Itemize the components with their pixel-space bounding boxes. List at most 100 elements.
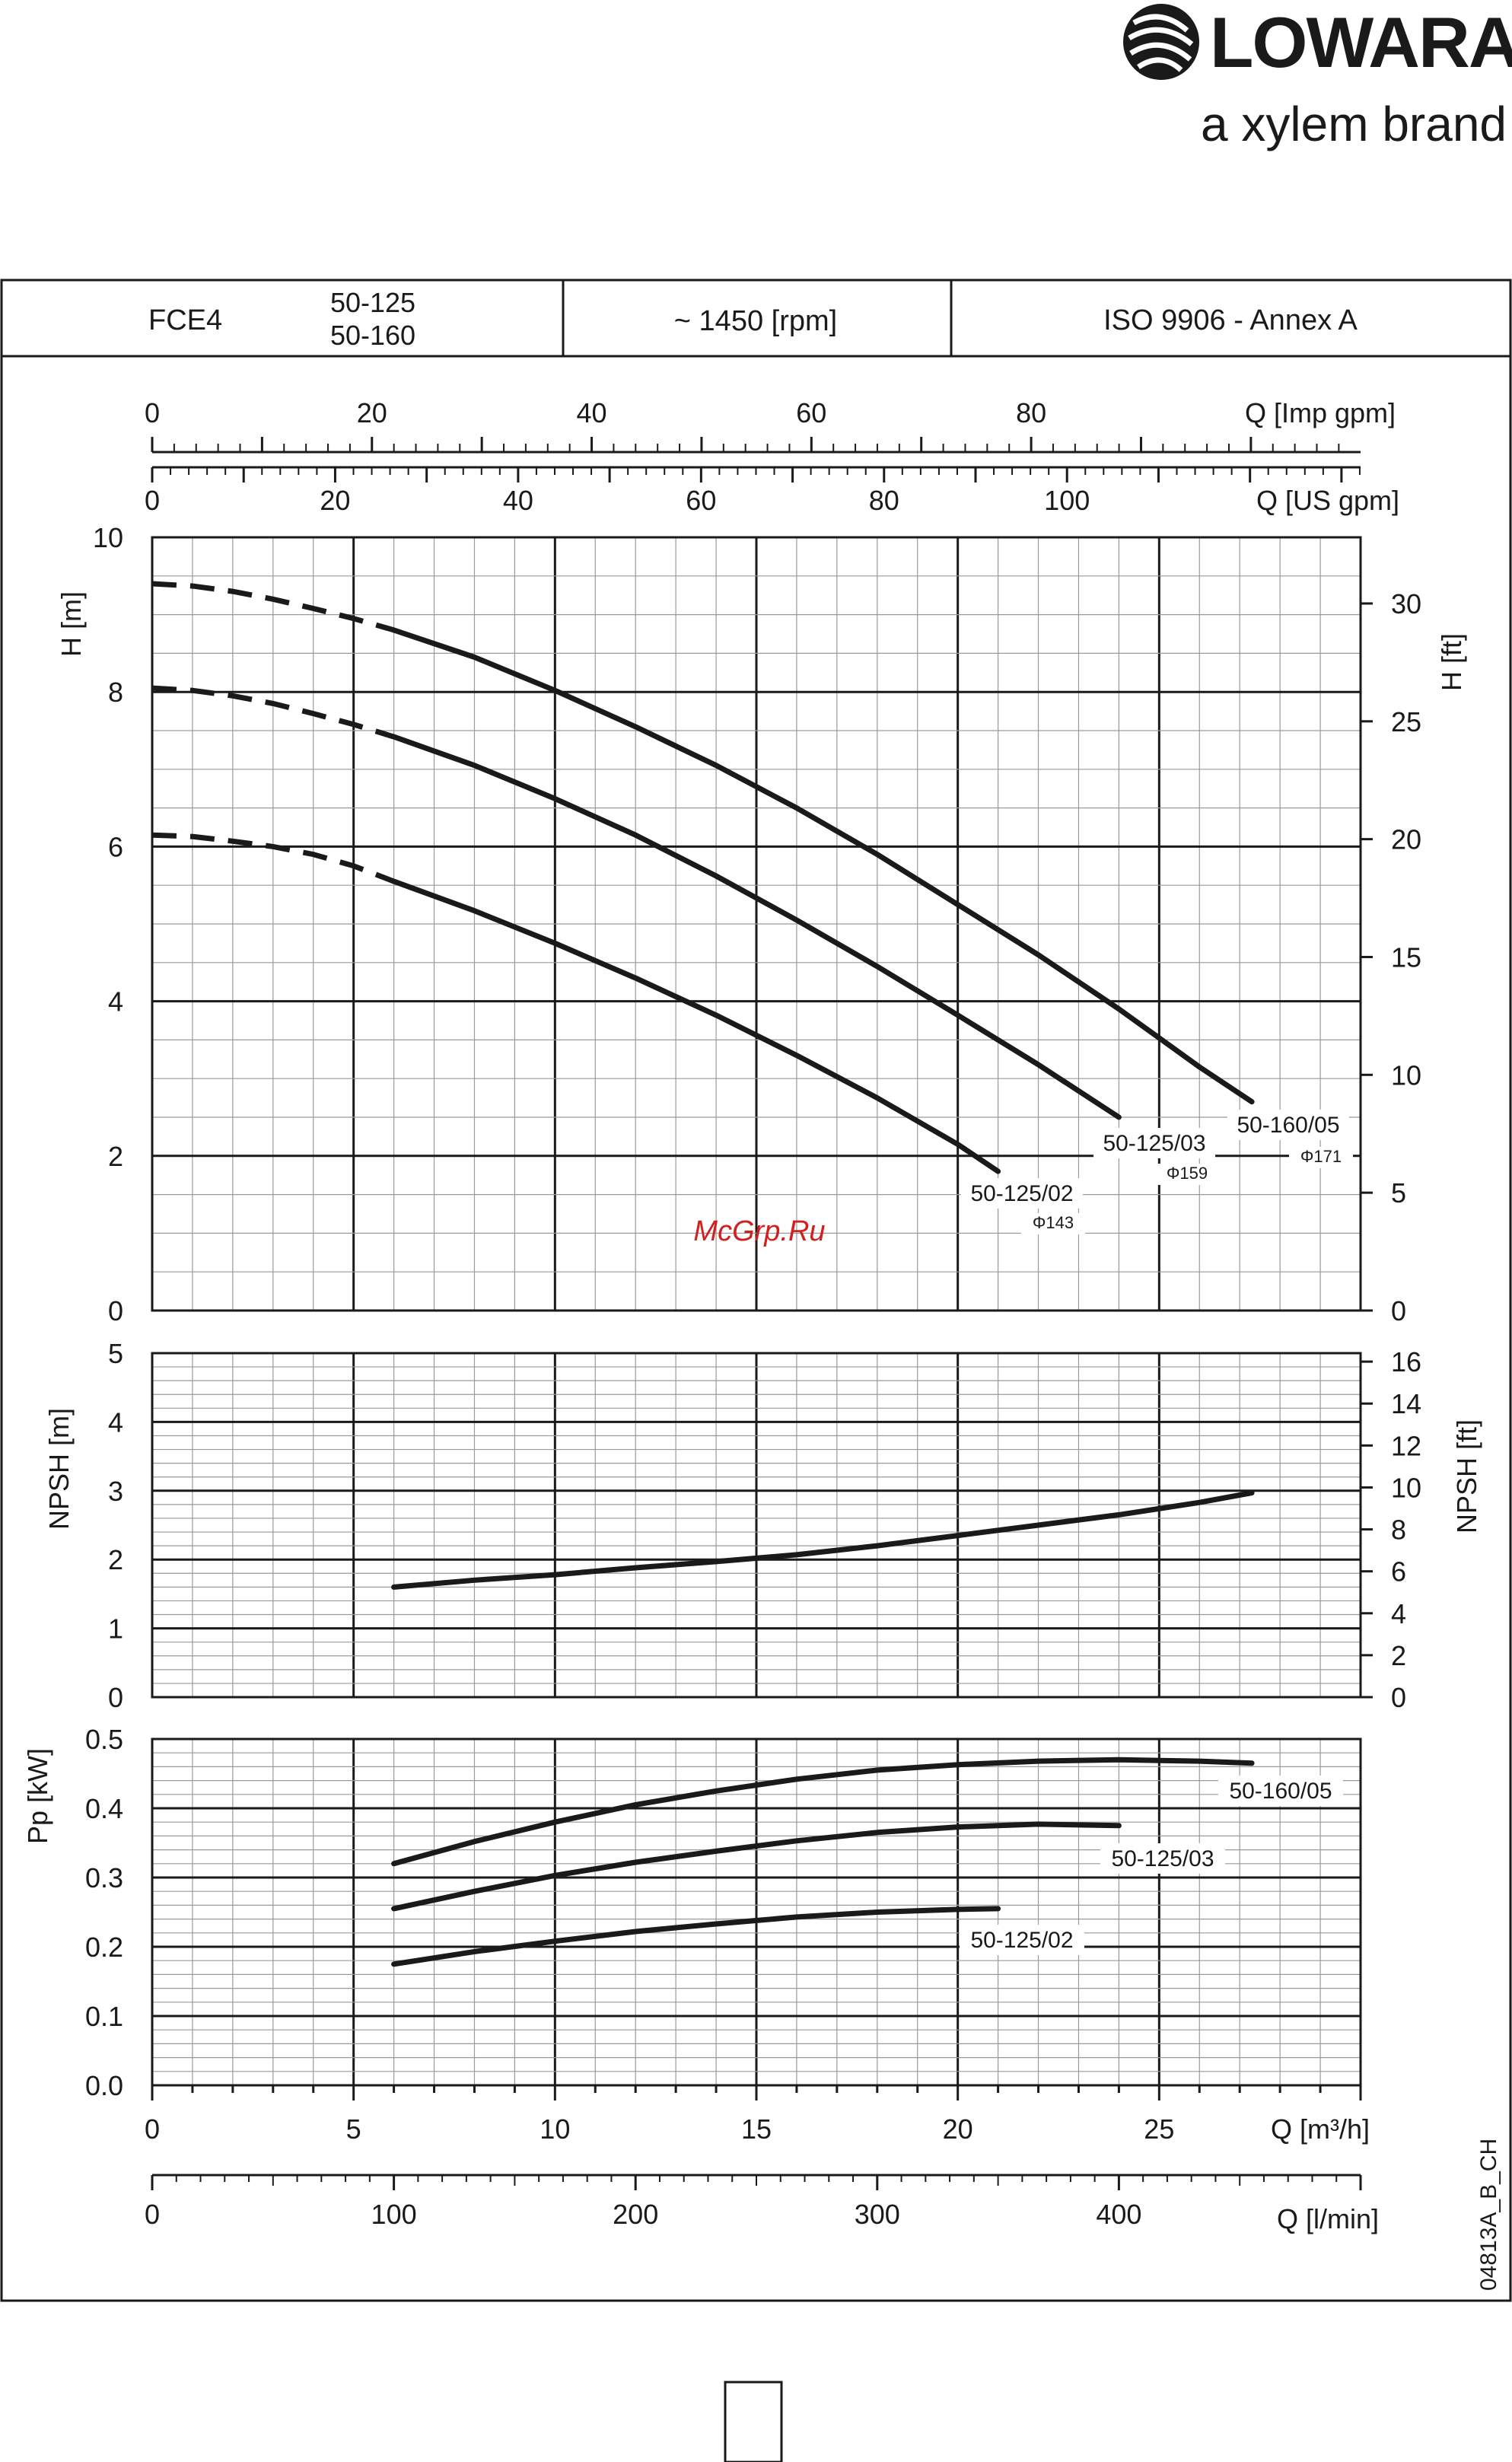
m3h-label: Q [m³/h] (1271, 2113, 1370, 2145)
curve-layer (151, 581, 1255, 1967)
head-curve-0 (391, 627, 1255, 1105)
lmin-label: Q [l/min] (1277, 2203, 1379, 2234)
header-table: FCE4 50-125 50-160 ~ 1450 [rpm] ISO 9906… (0, 279, 1512, 358)
power-y-tick: 0.5 (85, 1724, 123, 1755)
npsh-y-right-tick: 16 (1391, 1346, 1421, 1378)
grid-power (151, 1737, 1362, 2087)
head-y-tick: 2 (108, 1141, 123, 1172)
grid-layer (151, 536, 1362, 2087)
npsh-y-tick: 5 (108, 1338, 123, 1369)
head-y-tick: 4 (108, 986, 123, 1018)
power-curve-1 (391, 1821, 1122, 1912)
head-y-right-tick: 10 (1391, 1059, 1421, 1091)
npsh-y-right-tick: 2 (1391, 1640, 1406, 1671)
lowara-swirl-icon (1123, 4, 1199, 80)
head-curve-1-dashed (151, 685, 395, 740)
brand-name: LOWARA (1210, 2, 1512, 82)
brand-tagline: a xylem brand (1201, 97, 1507, 151)
m3h-tick-label: 10 (540, 2113, 570, 2145)
header-size-1: 50-125 (330, 287, 415, 318)
head-impeller-bg-1 (1155, 1164, 1219, 1185)
watermark: McGrp.Ru (693, 1215, 825, 1247)
npsh-y-right-tick: 12 (1391, 1430, 1421, 1461)
power-y-label: Pp [kW] (22, 1748, 53, 1844)
power-y-tick: 0.1 (85, 2001, 123, 2032)
lmin-tick-label: 200 (613, 2199, 658, 2230)
head-curve-label-2: 50-125/02 (970, 1181, 1073, 1206)
head-y-right-label: H [ft] (1436, 633, 1467, 691)
head-label-bg-2 (961, 1178, 1083, 1209)
npsh-y-right-tick: 6 (1391, 1556, 1406, 1588)
us-gpm-tick-label: 80 (869, 485, 899, 516)
panel-border-head (151, 536, 1362, 1312)
power-y-tick: 0.4 (85, 1793, 123, 1824)
power-curve-label-1: 50-125/03 (1111, 1846, 1214, 1871)
m3h-tick-label: 0 (145, 2113, 160, 2145)
npsh-y-label: NPSH [m] (43, 1408, 75, 1530)
doc-code: 04813A_B_CH (1476, 2139, 1501, 2291)
head-y-right-tick: 20 (1391, 824, 1421, 855)
head-curve-2 (391, 878, 1001, 1174)
npsh-y-tick: 0 (108, 1682, 123, 1713)
head-y-right-tick: 0 (1391, 1295, 1406, 1327)
power-label-bg-2 (960, 1925, 1084, 1955)
imp-gpm-tick-label: 20 (357, 397, 387, 428)
head-y-right-tick: 30 (1391, 588, 1421, 619)
power-label-bg-1 (1100, 1843, 1225, 1874)
head-impeller-bg-2 (1021, 1213, 1085, 1234)
header-standard: ISO 9906 - Annex A (1103, 304, 1358, 336)
head-y-right-tick: 25 (1391, 706, 1421, 737)
npsh-y-right-tick: 0 (1391, 1682, 1406, 1713)
us-gpm-tick-label: 0 (145, 485, 160, 516)
head-impeller-label-2: Φ143 (1033, 1213, 1074, 1232)
head-y-tick: 0 (108, 1295, 123, 1327)
chart-frame (0, 355, 1512, 2302)
m3h-tick-label: 25 (1144, 2113, 1174, 2145)
head-y-tick: 10 (93, 522, 123, 553)
grid-npsh (151, 1352, 1362, 1699)
imp-gpm-label: Q [Imp gpm] (1245, 397, 1396, 428)
us-gpm-tick-label: 20 (320, 485, 350, 516)
imp-gpm-tick-label: 60 (796, 397, 826, 428)
m3h-tick-label: 15 (741, 2113, 772, 2145)
head-impeller-label-0: Φ171 (1300, 1147, 1342, 1166)
us-gpm-tick-label: 100 (1044, 485, 1090, 516)
head-impeller-label-1: Φ159 (1167, 1164, 1208, 1183)
head-curve-label-1: 50-125/03 (1103, 1131, 1205, 1156)
power-curve-label-2: 50-125/02 (970, 1928, 1073, 1953)
header-size-2: 50-160 (330, 320, 415, 351)
power-curve-0 (391, 1757, 1255, 1867)
npsh-y-tick: 3 (108, 1476, 123, 1507)
us-gpm-tick-label: 60 (686, 485, 716, 516)
imp-gpm-tick-label: 40 (577, 397, 607, 428)
imp-gpm-tick-label: 80 (1016, 397, 1046, 428)
lmin-tick-label: 400 (1096, 2199, 1141, 2230)
us-gpm-tick-label: 40 (503, 485, 533, 516)
power-curve-2 (391, 1906, 1001, 1967)
m3h-tick-label: 20 (943, 2113, 973, 2145)
npsh-y-tick: 1 (108, 1613, 123, 1645)
power-y-tick: 0.0 (85, 2070, 123, 2101)
header-model: FCE4 (148, 304, 222, 336)
head-y-tick: 8 (108, 677, 123, 708)
power-curve-label-0: 50-160/05 (1229, 1779, 1332, 1804)
head-curve-1 (391, 734, 1122, 1120)
head-impeller-bg-0 (1289, 1147, 1353, 1168)
npsh-y-right-tick: 14 (1391, 1388, 1421, 1419)
power-label-bg-0 (1218, 1776, 1343, 1806)
header-speed: ~ 1450 [rpm] (674, 305, 837, 337)
head-y-right-tick: 15 (1391, 941, 1421, 973)
npsh-y-right-tick: 10 (1391, 1472, 1421, 1503)
panel-border-npsh (151, 1352, 1362, 1699)
npsh-curve-0 (391, 1490, 1255, 1590)
npsh-y-right-tick: 4 (1391, 1598, 1406, 1629)
npsh-y-tick: 4 (108, 1406, 123, 1438)
head-y-label: H [m] (56, 591, 87, 657)
head-y-right-tick: 5 (1391, 1177, 1406, 1209)
head-label-bg-0 (1227, 1110, 1349, 1140)
npsh-y-right-label: NPSH [ft] (1451, 1419, 1482, 1534)
power-y-tick: 0.3 (85, 1862, 123, 1893)
head-curve-label-0: 50-160/05 (1237, 1113, 1339, 1138)
